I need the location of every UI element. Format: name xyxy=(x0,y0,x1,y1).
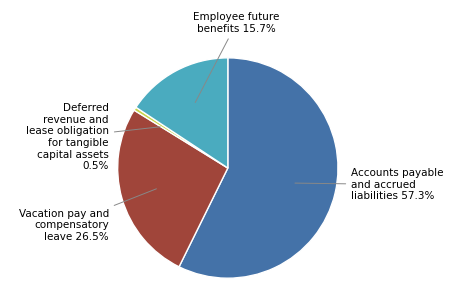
Wedge shape xyxy=(134,107,228,168)
Wedge shape xyxy=(118,110,228,267)
Text: Employee future
benefits 15.7%: Employee future benefits 15.7% xyxy=(193,12,279,102)
Wedge shape xyxy=(136,58,228,168)
Text: Accounts payable
and accrued
liabilities 57.3%: Accounts payable and accrued liabilities… xyxy=(294,168,443,201)
Text: Vacation pay and
compensatory
leave 26.5%: Vacation pay and compensatory leave 26.5… xyxy=(19,189,156,242)
Text: Deferred
revenue and
lease obligation
for tangible
capital assets
0.5%: Deferred revenue and lease obligation fo… xyxy=(26,103,160,171)
Wedge shape xyxy=(178,58,337,278)
